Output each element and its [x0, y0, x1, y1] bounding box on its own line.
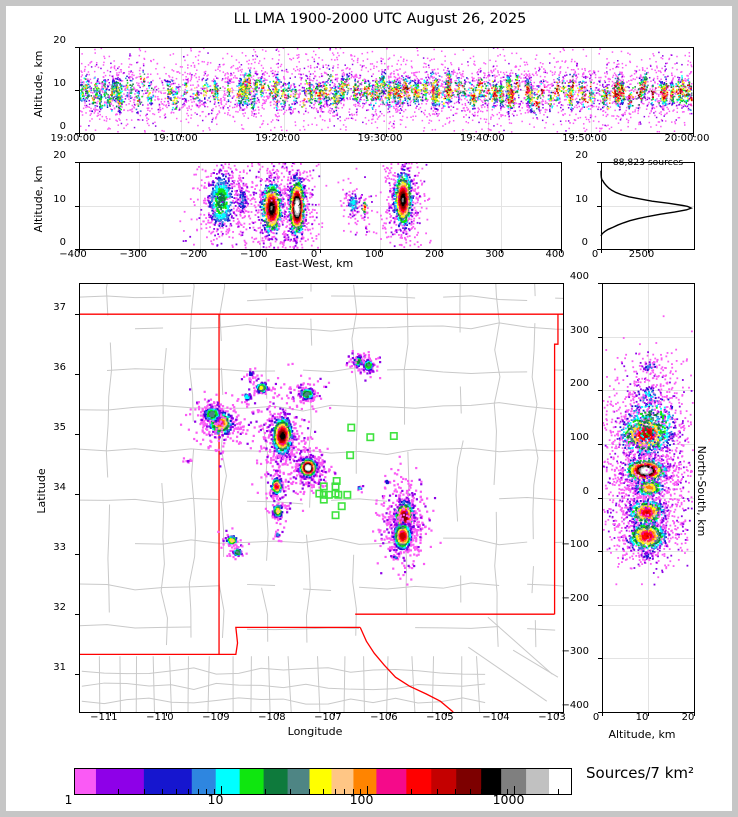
ew-axis-tick: 100: [364, 249, 384, 260]
time-altitude-tick: 0: [59, 121, 66, 132]
ew-axis-tick: 300: [485, 249, 505, 260]
north-south-tick: 100: [569, 431, 589, 443]
north-south-tick: 200: [569, 378, 589, 390]
time-axis-tick: 19:40:00: [459, 133, 505, 144]
latitude-tick: 35: [53, 422, 66, 434]
longitude-tick: −104: [482, 712, 510, 723]
ew-axis-tick: −200: [179, 249, 208, 260]
longitude-tick: −106: [370, 712, 398, 723]
ew-axis-tick: 0: [310, 249, 318, 260]
figure-title: LL LMA 1900-2000 UTC August 26, 2025: [233, 11, 527, 27]
longitude-tick: −110: [146, 712, 174, 723]
longitude-tick: −107: [314, 712, 342, 723]
ew-panel-xlabel: East-West, km: [274, 257, 354, 270]
ew-axis-tick: 400: [545, 249, 565, 260]
colorbar-tick: 1000: [492, 792, 525, 807]
hist-count-tick: 0: [591, 249, 599, 260]
hist-count-tick: 2500: [628, 249, 655, 260]
time-altitude-tick: 20: [53, 35, 66, 46]
longitude-tick: −111: [90, 712, 118, 723]
north-south-tick: −200: [561, 592, 589, 604]
map-xlabel: Longitude: [287, 725, 343, 738]
time-axis-tick: 19:10:00: [152, 133, 198, 144]
ew-axis-tick: −100: [240, 249, 268, 260]
latitude-tick: 36: [53, 362, 66, 374]
longitude-tick: −105: [426, 712, 454, 723]
latitude-tick: 33: [53, 542, 66, 554]
ew-altitude-tick: 0: [59, 237, 66, 248]
ew-axis-tick: −400: [59, 249, 87, 260]
time-axis-tick: 19:00:00: [50, 133, 96, 144]
latitude-tick: 34: [53, 482, 66, 494]
time-axis-tick: 19:50:00: [562, 133, 608, 144]
time-altitude-tick: 10: [53, 78, 66, 89]
ew-altitude-tick: 10: [53, 193, 66, 205]
ew-axis-tick: 200: [424, 249, 445, 260]
longitude-tick: −108: [258, 712, 286, 723]
map-ylabel: Latitude: [34, 468, 48, 514]
north-south-tick: −300: [561, 646, 589, 658]
longitude-tick: −103: [538, 712, 566, 723]
hist-altitude-tick: 20: [575, 150, 588, 161]
ns-altitude-tick: 0: [592, 712, 600, 723]
north-south-tick: 0: [582, 485, 589, 497]
time-axis-tick: 20:00:00: [664, 133, 710, 144]
ew-altitude-tick: 20: [53, 150, 66, 161]
ns-altitude-tick: 10: [635, 712, 649, 723]
ns-panel-xlabel: Altitude, km: [608, 728, 676, 741]
ns-panel-ylabel: North-South, km: [695, 445, 709, 537]
longitude-tick: −109: [202, 712, 230, 723]
colorbar-tick: 10: [207, 792, 224, 807]
hist-altitude-tick: 0: [581, 237, 588, 248]
ew-panel-ylabel: Altitude, km: [31, 165, 45, 233]
hist-altitude-tick: 10: [575, 193, 588, 205]
colorbar-tick: 100: [349, 792, 374, 807]
latitude-tick: 31: [53, 662, 66, 674]
time-panel-ylabel: Altitude, km: [31, 50, 45, 118]
time-axis-tick: 19:20:00: [255, 133, 301, 144]
north-south-tick: −100: [561, 539, 589, 551]
colorbar-label: Sources/7 km²: [586, 764, 695, 782]
colorbar-tick: 1: [64, 792, 73, 807]
latitude-tick: 37: [53, 302, 66, 314]
ew-axis-tick: −300: [119, 249, 147, 260]
north-south-tick: 400: [569, 271, 589, 282]
ns-altitude-tick: 20: [681, 712, 695, 723]
time-axis-tick: 19:30:00: [357, 133, 403, 144]
latitude-tick: 32: [53, 602, 66, 614]
north-south-tick: −400: [561, 700, 589, 711]
histogram-total-sources: 88,823 sources: [612, 157, 684, 168]
north-south-tick: 300: [569, 324, 589, 336]
